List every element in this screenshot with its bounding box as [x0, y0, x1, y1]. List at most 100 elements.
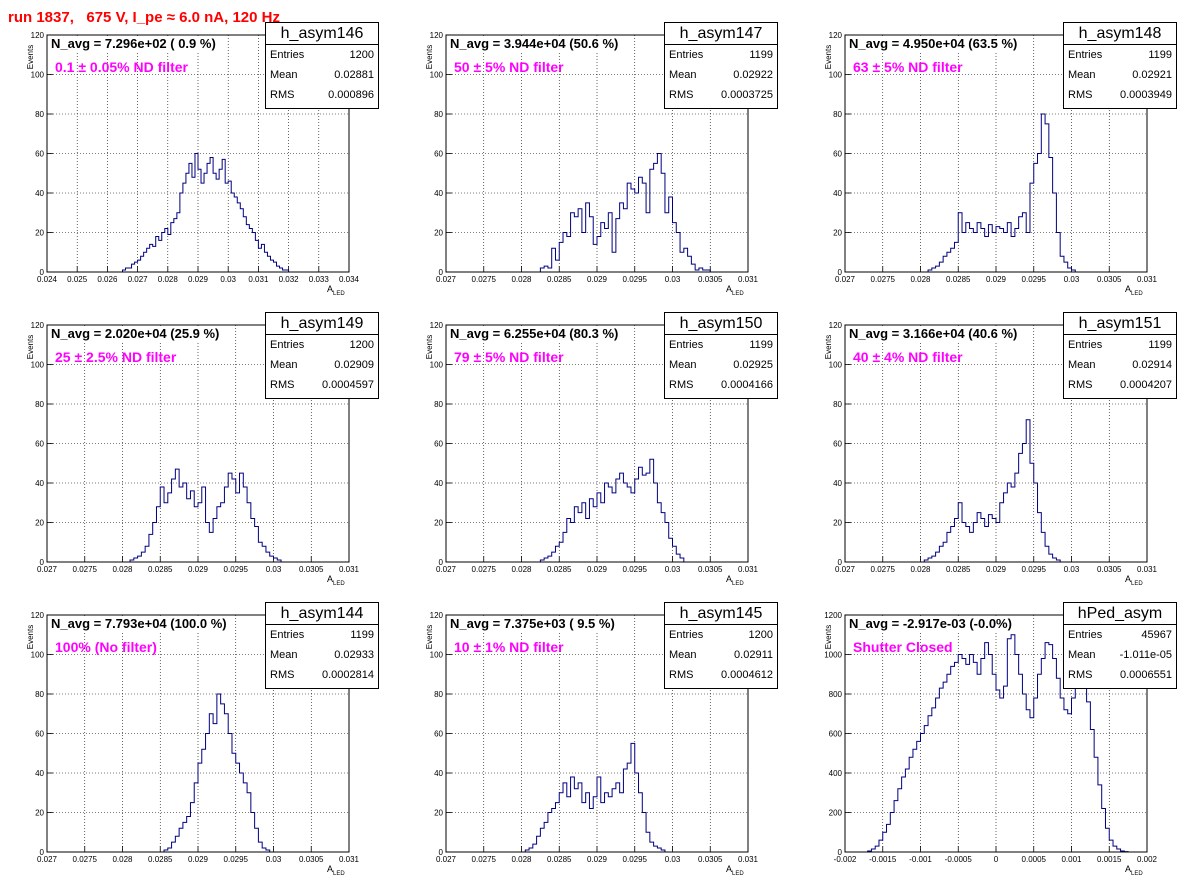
stats-value: 0.02909: [334, 359, 374, 371]
y-axis-label: Events: [824, 625, 833, 649]
stats-label: RMS: [1068, 379, 1093, 391]
x-tick-label: 0.028: [112, 565, 133, 574]
y-tick-label: 20: [434, 519, 443, 528]
navg-label: N_avg = 3.166e+04 (40.6 %): [849, 326, 1018, 341]
y-tick-label: 40: [434, 479, 443, 488]
y-tick-label: 20: [35, 229, 44, 238]
histogram-pad-h_asym148: 0.027 0.0275 0.028 0.0285 0.029 0.0295 0.03 0.0…: [798, 20, 1196, 310]
x-tick-label: 0.0295: [224, 855, 249, 864]
histogram-outline: [539, 458, 685, 562]
stats-value: 0.02933: [334, 649, 374, 661]
histogram-outline: [163, 693, 271, 852]
x-axis-label: ALED: [1125, 574, 1143, 587]
x-axis-label: ALED: [1125, 864, 1143, 877]
stats-label: Mean: [270, 69, 298, 81]
filter-label: 40 ± 4% ND filter: [853, 349, 963, 365]
stats-label: Mean: [1068, 69, 1096, 81]
stats-value: 1199: [749, 339, 773, 351]
x-tick-label: 0.031: [339, 855, 360, 864]
navg-label: N_avg = 2.020e+04 (25.9 %): [51, 326, 220, 341]
x-tick-label: 0.0275: [472, 565, 497, 574]
x-tick-label: 0.031: [339, 565, 360, 574]
stats-value: 0.02914: [1132, 359, 1172, 371]
y-tick-label: 0: [40, 268, 45, 277]
y-tick-label: 0: [439, 848, 444, 857]
y-tick-label: 60: [434, 150, 443, 159]
stats-box: h_asym145 Entries 1200 Mean 0.02911 RMS 0.0004…: [664, 602, 778, 689]
histogram-outline: [539, 153, 711, 272]
plot-frame: [844, 34, 1148, 273]
y-tick-label: 1000: [824, 651, 842, 660]
stats-label: Mean: [669, 359, 697, 371]
x-tick-label: 0.0015: [1097, 855, 1122, 864]
x-axis-label-main: A: [726, 864, 733, 874]
x-tick-label: 0.029: [587, 275, 608, 284]
stats-label: Entries: [669, 339, 704, 351]
x-tick-label: 0.0285: [148, 565, 173, 574]
y-tick-label: 80: [434, 690, 443, 699]
stats-value: 0.02925: [733, 359, 773, 371]
x-tick-label: 0.031: [738, 565, 759, 574]
stats-row-rms: RMS 0.0002814: [266, 665, 378, 685]
y-tick-label: 20: [35, 519, 44, 528]
stats-box: h_asym146 Entries 1200 Mean 0.02881 RMS 0.0008…: [265, 22, 379, 109]
stats-label: Entries: [669, 629, 704, 641]
x-tick-label: 0.031: [738, 275, 759, 284]
plot-frame: [46, 614, 350, 853]
navg-label: N_avg = 7.296e+02 ( 0.9 %): [51, 36, 216, 51]
x-tick-label: 0.027: [835, 565, 856, 574]
stats-value: 0.0002814: [322, 669, 374, 681]
stats-histogram-name: h_asym149: [266, 313, 378, 335]
y-tick-label: 20: [833, 229, 842, 238]
plot-frame: [445, 324, 749, 563]
x-axis-label-main: A: [327, 864, 334, 874]
x-tick-label: 0.0285: [547, 565, 572, 574]
x-tick-label: 0.03: [266, 565, 282, 574]
stats-row-mean: Mean -1.011e-05: [1064, 645, 1176, 665]
filter-label: Shutter Closed: [853, 639, 953, 655]
stats-value: 0.000896: [328, 89, 374, 101]
stats-row-entries: Entries 1200: [266, 335, 378, 355]
stats-label: Mean: [270, 359, 298, 371]
stats-label: Entries: [1068, 339, 1103, 351]
x-tick-label: 0.0295: [623, 565, 648, 574]
navg-label: N_avg = -2.917e-03 (-0.0%): [849, 616, 1012, 631]
stats-label: Mean: [1068, 359, 1096, 371]
plot-frame: [844, 324, 1148, 563]
y-tick-label: 1200: [824, 611, 842, 620]
x-axis-label-sub: LED: [333, 580, 345, 587]
stats-value: 1200: [748, 629, 773, 641]
stats-label: Entries: [1068, 49, 1103, 61]
stats-histogram-name: h_asym147: [665, 23, 777, 45]
stats-value: 0.0003725: [721, 89, 773, 101]
stats-label: Mean: [270, 649, 298, 661]
x-tick-label: 0.029: [188, 275, 209, 284]
x-axis-label-sub: LED: [732, 580, 744, 587]
x-tick-label: 0.0295: [1022, 275, 1047, 284]
stats-row-rms: RMS 0.0004166: [665, 375, 777, 395]
x-tick-label: 0.027: [436, 855, 457, 864]
y-tick-label: 800: [829, 690, 843, 699]
stats-label: Entries: [1068, 629, 1103, 641]
y-axis-label: Events: [824, 45, 833, 69]
y-axis-label: Events: [26, 625, 35, 649]
histogram-pad-h_asym150: 0.027 0.0275 0.028 0.0285 0.029 0.0295 0.03 0.0…: [399, 310, 797, 600]
x-tick-label: 0.033: [309, 275, 330, 284]
plot-frame: [46, 34, 350, 273]
y-tick-label: 80: [35, 110, 44, 119]
stats-label: Entries: [270, 339, 305, 351]
y-tick-label: 0: [838, 558, 843, 567]
x-tick-label: 0.0275: [73, 565, 98, 574]
histogram-outline: [927, 113, 1076, 272]
y-tick-label: 20: [833, 519, 842, 528]
x-axis-label-main: A: [726, 574, 733, 584]
histogram-pad-h_asym146: 0.024 0.025 0.026 0.027 0.028 0.029 0.03 0.031 0…: [0, 20, 398, 310]
x-axis-label-sub: LED: [1131, 580, 1143, 587]
histogram-outline: [524, 742, 666, 852]
histogram-pad-hPed_asym: -0.002 -0.0015 -0.001 -0.0005 0 0.0005 0.001 0.…: [798, 600, 1196, 890]
stats-row-entries: Entries 1199: [1064, 335, 1176, 355]
y-tick-label: 60: [35, 440, 44, 449]
x-tick-label: 0: [994, 855, 999, 864]
stats-row-entries: Entries 1200: [266, 45, 378, 65]
stats-value: 0.0004166: [721, 379, 773, 391]
